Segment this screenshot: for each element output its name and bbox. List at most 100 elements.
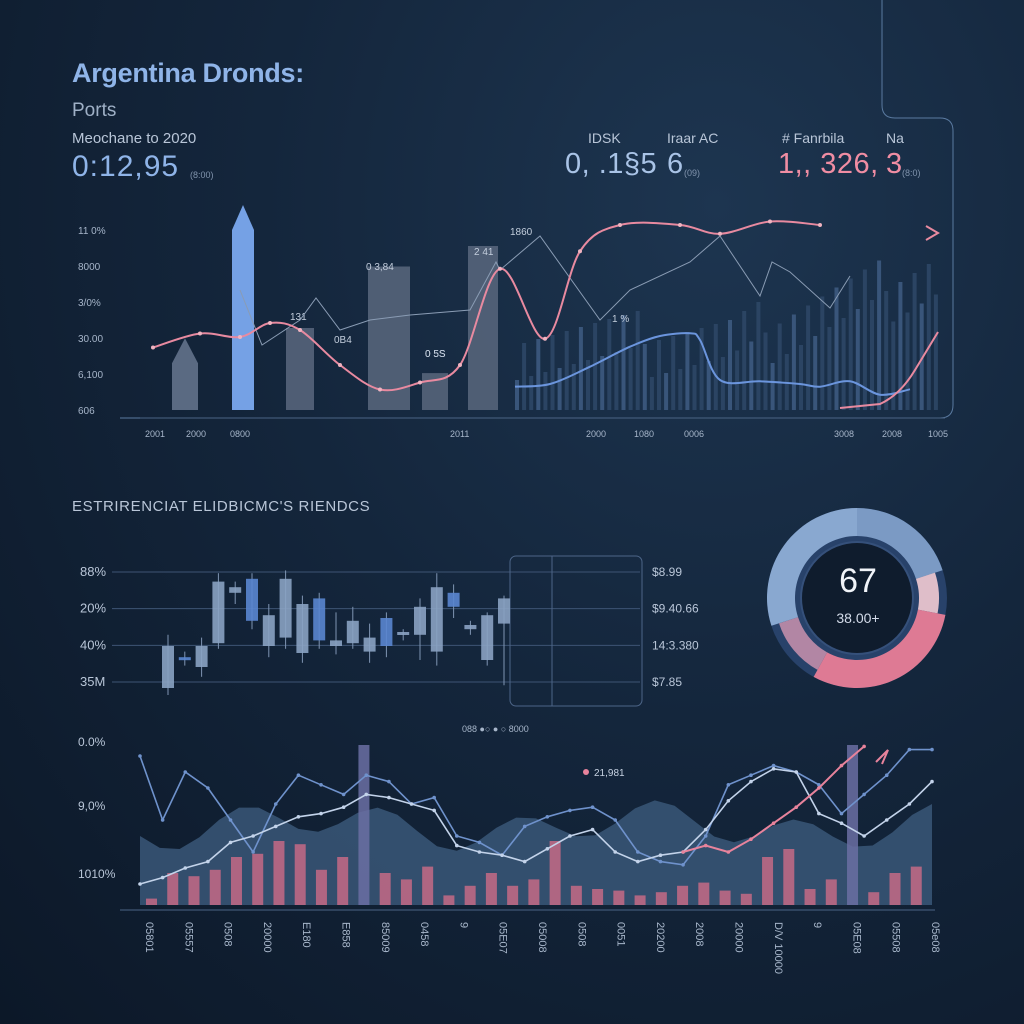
top-thin-bar bbox=[564, 331, 569, 410]
top-thin-bar bbox=[926, 264, 931, 410]
top-pink-rise bbox=[839, 331, 939, 409]
bottom-line-point bbox=[455, 843, 459, 848]
bottom-line-point bbox=[319, 811, 323, 816]
top-thin-bar bbox=[536, 339, 541, 410]
bottom-y-tick: 0.0% bbox=[78, 735, 106, 749]
bottom-x-tick: 0051 bbox=[615, 922, 627, 946]
donut-inner-ring bbox=[800, 541, 914, 655]
top-x-tick: 2008 bbox=[882, 429, 902, 439]
top-pink-point bbox=[718, 231, 722, 236]
top-x-tick: 0006 bbox=[684, 429, 704, 439]
bottom-bar bbox=[740, 893, 752, 905]
top-thin-bar bbox=[848, 278, 853, 410]
bottom-line-point bbox=[432, 795, 436, 800]
bottom-line-point bbox=[183, 866, 188, 870]
bottom-line-point bbox=[206, 786, 210, 790]
candle-body bbox=[313, 598, 326, 641]
top-y-tick: 11 0% bbox=[78, 226, 106, 237]
candle-right-label: $8.99 bbox=[652, 565, 682, 579]
bottom-line-point bbox=[296, 773, 301, 777]
top-thin-bar bbox=[586, 360, 590, 410]
bottom-bar bbox=[294, 844, 306, 905]
candle-y-tick: 20% bbox=[80, 601, 106, 616]
kpi-label-fanrbila: # Fanrbila bbox=[782, 130, 845, 146]
page-title: Argentina Dronds: bbox=[72, 58, 304, 88]
top-thin-bar bbox=[550, 335, 555, 410]
top-thin-bar bbox=[870, 300, 874, 410]
bottom-line-point bbox=[839, 763, 844, 768]
bottom-line-point bbox=[817, 811, 821, 816]
top-chart: 11 0% 8000 3/0% 30.00 6,100 606 2001 2000 0800 20… bbox=[78, 205, 948, 439]
bottom-bar bbox=[570, 885, 582, 905]
kpi-small-na: (8:0) bbox=[902, 168, 921, 178]
donut-hole bbox=[801, 542, 913, 654]
bottom-bar bbox=[209, 869, 221, 905]
bottom-line-point bbox=[590, 805, 595, 809]
top-thin-bar bbox=[898, 282, 903, 410]
top-thin-bar bbox=[543, 372, 548, 410]
top-pink-point bbox=[543, 336, 547, 341]
top-thin-bar bbox=[713, 324, 718, 410]
bottom-line-point bbox=[794, 770, 799, 774]
bottom-bar bbox=[400, 879, 412, 905]
top-pink-point bbox=[458, 363, 462, 367]
kpi-value-idsk: 0, .1§5 bbox=[565, 148, 658, 180]
bottom-line-point bbox=[341, 805, 346, 809]
candle-right-label: $9.40.66 bbox=[652, 602, 699, 616]
bottom-line-point bbox=[726, 799, 731, 803]
kpi-main-small: (8:00) bbox=[190, 170, 214, 180]
top-pink-point bbox=[618, 223, 622, 227]
donut-slice bbox=[766, 508, 857, 626]
bottom-bar bbox=[868, 892, 880, 905]
bottom-bar bbox=[825, 879, 837, 905]
top-thin-bar bbox=[685, 332, 690, 410]
candle-body bbox=[262, 615, 275, 646]
top-thin-bar bbox=[855, 309, 860, 410]
bottom-line-point bbox=[749, 773, 753, 777]
bottom-callout: 21,981 bbox=[594, 768, 625, 779]
candle-body bbox=[481, 615, 494, 660]
bottom-line-point bbox=[862, 744, 866, 749]
top-thin-bar bbox=[664, 373, 669, 410]
bottom-line bbox=[139, 767, 933, 885]
top-pink-point bbox=[578, 249, 582, 254]
top-thin-bar bbox=[735, 350, 740, 410]
kpi-value-fanrbila: 1,, 326, bbox=[778, 148, 879, 180]
bottom-bar bbox=[719, 890, 731, 905]
bottom-x-tick: D/V 10000 bbox=[772, 922, 784, 974]
bottom-line-point bbox=[703, 827, 708, 832]
bottom-line-point bbox=[862, 792, 866, 797]
bottom-bar bbox=[889, 873, 901, 905]
bottom-bar bbox=[698, 882, 710, 905]
donut-slice bbox=[779, 617, 828, 670]
top-x-tick: 2000 bbox=[186, 429, 206, 439]
top-thin-bar bbox=[600, 356, 605, 410]
top-thin-bar bbox=[877, 260, 882, 410]
top-thin-bar bbox=[557, 368, 562, 410]
bottom-bar bbox=[507, 885, 519, 905]
top-pink-point bbox=[268, 321, 272, 325]
bottom-line-point bbox=[703, 843, 708, 848]
top-thin-bar bbox=[827, 327, 832, 410]
top-thin-bar bbox=[891, 321, 896, 410]
candle-body bbox=[195, 646, 208, 667]
kpi-value-iraar: 6 bbox=[667, 148, 684, 180]
candle-body bbox=[279, 578, 292, 638]
top-x-tick: 2011 bbox=[450, 429, 469, 439]
bottom-bar bbox=[379, 873, 391, 905]
bottom-line-point bbox=[839, 811, 844, 816]
top-pink-point bbox=[298, 328, 302, 332]
top-thin-bar bbox=[699, 328, 704, 410]
top-pink-line bbox=[152, 220, 821, 392]
bottom-line-point bbox=[341, 792, 346, 797]
bottom-x-tick: 05e08 bbox=[929, 922, 941, 953]
page-subtitle: Ports bbox=[72, 100, 117, 121]
candle-body bbox=[162, 646, 174, 688]
top-thin-bar bbox=[862, 269, 867, 410]
bottom-bar bbox=[273, 841, 285, 905]
bottom-line-point bbox=[296, 815, 301, 819]
bottom-line-point bbox=[183, 770, 188, 774]
bottom-line-point bbox=[703, 834, 708, 838]
bottom-line-point bbox=[771, 763, 776, 768]
bottom-line-point bbox=[862, 834, 866, 838]
